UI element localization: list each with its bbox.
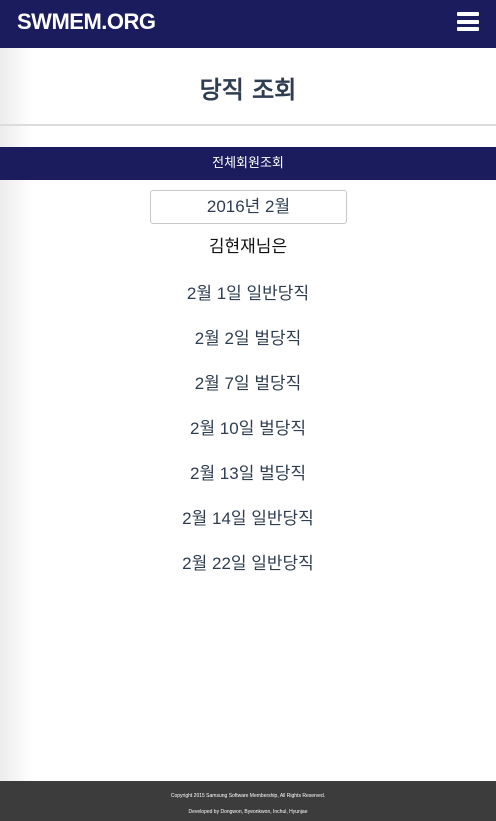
duty-list-item: 2월 22일 일반당직 <box>182 554 314 573</box>
duty-list-item: 2월 10일 벌당직 <box>189 419 306 438</box>
top-navbar: SWMEM.ORG <box>0 0 496 48</box>
footer-copyright: Copyright 2015 Samsung Software Membersh… <box>170 793 326 799</box>
duty-list-item: 2월 7일 벌당직 <box>194 374 302 393</box>
duty-list-item: 2월 1일 일반당직 <box>186 284 310 303</box>
month-select[interactable]: 2016년 2월 <box>150 190 347 224</box>
hamburger-menu-icon[interactable] <box>457 12 479 31</box>
footer-developers: Developed by Dongwon, Byeonkwon, Inchul,… <box>188 809 308 815</box>
duty-list-item: 2월 13일 벌당직 <box>189 464 306 483</box>
duty-list-item: 2월 14일 일반당직 <box>182 509 314 528</box>
page-title: 당직 조회 <box>199 76 297 104</box>
page-footer: Copyright 2015 Samsung Software Membersh… <box>0 781 496 821</box>
sub-navigation-bar: 전체회원조회 <box>0 147 496 180</box>
site-brand-logo[interactable]: SWMEM.ORG <box>17 9 156 34</box>
user-duty-heading: 김현재님은 <box>208 237 288 257</box>
title-divider <box>0 124 496 126</box>
duty-list: 2월 1일 일반당직 2월 2일 벌당직 2월 7일 벌당직 2월 10일 벌당… <box>0 281 496 596</box>
menu-bar <box>457 12 479 16</box>
all-members-link[interactable]: 전체회원조회 <box>212 156 284 171</box>
menu-bar <box>457 19 479 24</box>
menu-bar <box>457 27 479 31</box>
duty-list-item: 2월 2일 벌당직 <box>194 329 302 348</box>
